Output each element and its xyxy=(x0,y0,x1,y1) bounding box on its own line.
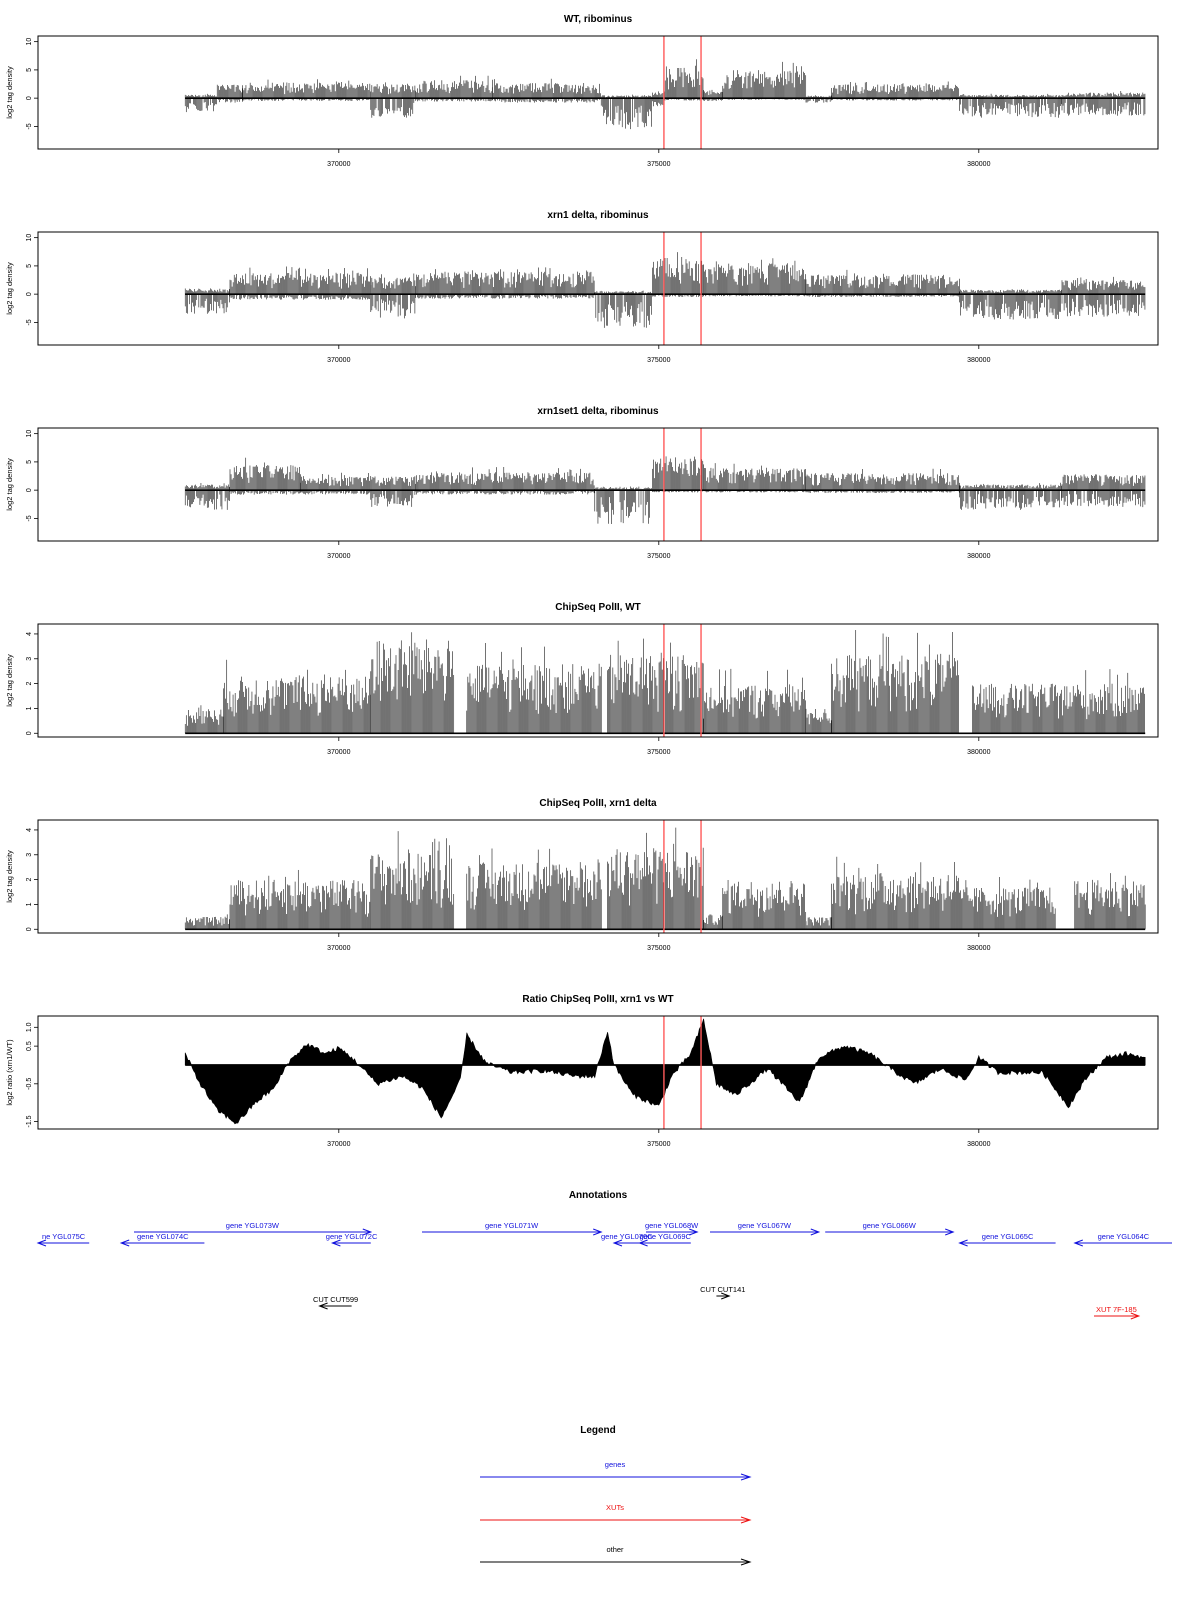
panel-1: WT, ribominus -5 0 5 10 log2 tag density 37000… xyxy=(5,14,1159,168)
y-tick-label: -5 xyxy=(26,319,33,325)
y-tick-label: 0 xyxy=(26,96,33,100)
y-tick-label: 10 xyxy=(26,38,33,46)
x-tick-label: 380000 xyxy=(967,357,990,364)
plot-frame xyxy=(37,231,1159,346)
y-tick-label: 0 xyxy=(26,292,33,296)
x-tick-label: 380000 xyxy=(967,161,990,168)
panel-2: xrn1 delta, ribominus -5 0 5 10 log2 tag dens… xyxy=(5,210,1159,364)
bar-series xyxy=(184,59,1146,130)
x-tick-label: 370000 xyxy=(327,161,350,168)
y-tick-label: 5 xyxy=(26,68,33,72)
y-axis-label: log2 tag density xyxy=(5,262,14,315)
x-tick-label: 370000 xyxy=(327,357,350,364)
y-axis-label: log2 tag density xyxy=(5,66,14,119)
x-tick-label: 375000 xyxy=(647,161,670,168)
panel-title: WT, ribominus xyxy=(564,14,633,25)
panel-title: xrn1 delta, ribominus xyxy=(547,210,649,221)
x-tick-label: 375000 xyxy=(647,357,670,364)
y-tick-label: 5 xyxy=(26,264,33,268)
y-tick-label: -5 xyxy=(26,123,33,129)
plot-frame xyxy=(37,35,1159,150)
panel-title: xrn1set1 delta, ribominus xyxy=(537,406,659,417)
bar-series xyxy=(184,252,1146,328)
y-tick-label: 10 xyxy=(26,234,33,242)
bar-series xyxy=(184,456,1146,524)
